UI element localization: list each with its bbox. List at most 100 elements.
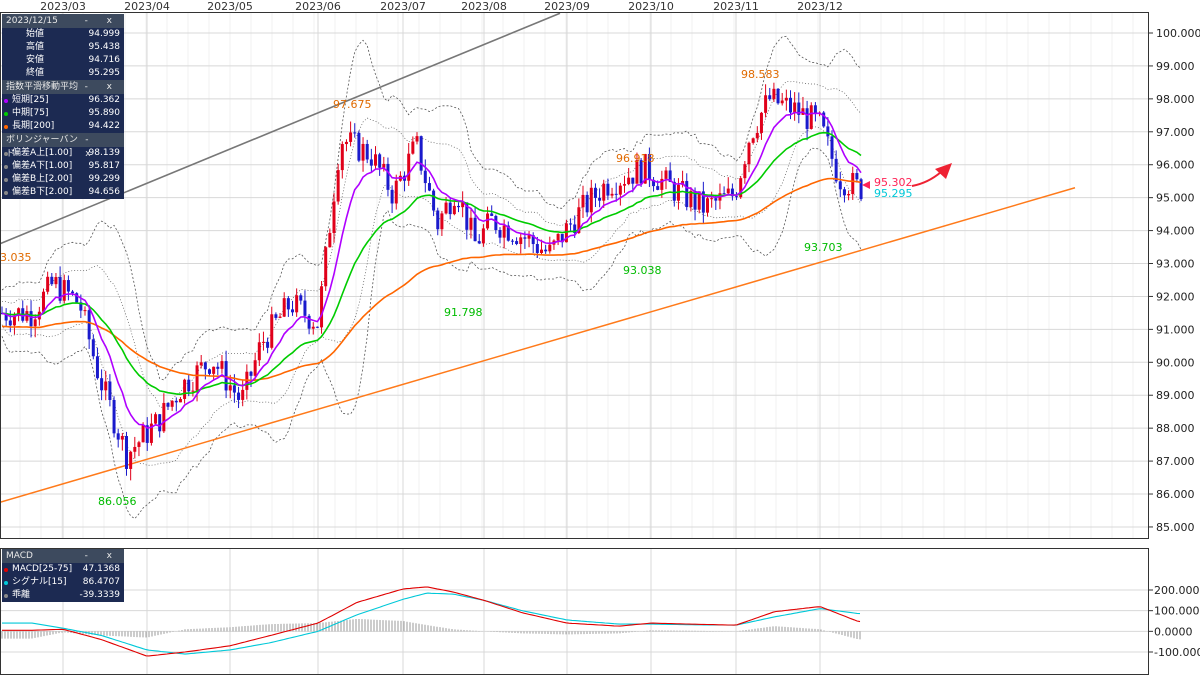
candle-body <box>353 132 357 134</box>
candle-body <box>336 170 340 202</box>
candle-body <box>33 319 37 327</box>
candle-body <box>12 315 16 326</box>
candle-body <box>490 213 494 216</box>
candle-body <box>328 232 332 248</box>
ema200-dot <box>4 124 8 129</box>
candle-body <box>365 143 369 160</box>
price-info-panel: 2023/12/15 - x 始値 94.999 高値 95.438 安値 94.716… <box>2 14 124 199</box>
candle-body <box>311 326 315 329</box>
candle-body <box>477 241 481 244</box>
candle-body <box>660 178 664 190</box>
label-high-nov: 98.583 <box>741 68 780 81</box>
panel-controls[interactable]: - x <box>84 16 120 26</box>
ema75-label: 中期[75] <box>12 108 49 118</box>
price-tick-label: 94.000 <box>1156 225 1195 238</box>
price-tick-label: 89.000 <box>1156 389 1195 402</box>
candle-body <box>270 314 274 348</box>
candle-body <box>29 311 33 327</box>
candle-body <box>440 213 444 230</box>
bb-a-upper-value: 98.139 <box>88 148 121 158</box>
price-tick-label: 98.000 <box>1156 93 1195 106</box>
candle-body <box>486 213 490 229</box>
candle-body <box>415 136 419 142</box>
candle-body <box>423 170 427 184</box>
candle-body <box>643 154 647 184</box>
candle-body <box>502 225 506 238</box>
candle-body <box>79 302 83 311</box>
ema75-line <box>1 131 862 396</box>
candle-body <box>506 225 510 241</box>
candle-body <box>623 184 626 186</box>
candle-body <box>125 436 128 469</box>
price-tick-label: 93.000 <box>1156 258 1195 271</box>
candle-body <box>291 309 294 313</box>
candle-body <box>349 132 353 142</box>
candle-body <box>664 170 668 179</box>
candle-body <box>261 341 265 343</box>
macd-panel-controls[interactable]: - x <box>84 551 120 561</box>
macd-line <box>2 586 861 657</box>
candle-body <box>382 163 386 168</box>
candle-body <box>324 247 328 287</box>
candle-body <box>764 95 768 113</box>
ema25-dot <box>4 98 8 103</box>
candle-body <box>531 235 535 245</box>
macd-value: 47.1368 <box>82 564 120 574</box>
candle-body <box>789 97 792 113</box>
forecast-arrowhead <box>935 163 952 179</box>
candle-body <box>91 339 95 357</box>
candle-body <box>187 379 191 392</box>
bb-panel-controls[interactable]: - x <box>85 135 99 159</box>
macd-tick-label: -100.0000 <box>1154 646 1200 659</box>
candle-body <box>768 95 772 100</box>
candle-body <box>17 308 21 316</box>
price-tick-label: 92.000 <box>1156 290 1195 303</box>
x-tick-label: 2023/04 <box>124 0 170 13</box>
ema-panel-controls[interactable]: - x <box>84 82 120 92</box>
candle-body <box>535 244 539 253</box>
bollinger-a-upper <box>2 80 862 408</box>
candle-body <box>369 159 373 166</box>
resistance-trendline <box>0 12 561 245</box>
candle-body <box>452 205 456 215</box>
label-low-aug: 93.038 <box>623 264 662 277</box>
candle-body <box>838 181 842 190</box>
macd-tick-label: 200.0000 <box>1154 584 1200 597</box>
candle-body <box>232 385 236 393</box>
candle-body <box>755 132 759 139</box>
candle-body <box>544 249 548 252</box>
label-low-mar: 86.056 <box>98 495 137 508</box>
ema25-value: 96.362 <box>88 95 121 105</box>
candle-body <box>842 189 846 196</box>
candle-body <box>494 215 498 231</box>
macd-chart <box>1 586 861 657</box>
candle-body <box>722 193 726 195</box>
candle-body <box>685 181 689 207</box>
last-price-marker <box>862 181 870 189</box>
candle-body <box>282 298 286 317</box>
divergence-dot <box>4 593 8 598</box>
candle-body <box>847 194 851 196</box>
candle-body <box>274 314 278 318</box>
high-label: 高値 <box>26 42 45 52</box>
candle-body <box>527 235 531 239</box>
candle-body <box>249 371 253 376</box>
bb-a-lower-dot <box>4 164 8 169</box>
low-label: 安値 <box>26 55 45 65</box>
candle-body <box>183 379 187 399</box>
signal-label: シグナル[15] <box>12 577 67 587</box>
candle-body <box>199 362 203 366</box>
macd-tick-label: 100.0000 <box>1154 605 1200 618</box>
candle-body <box>220 361 224 369</box>
candle-body <box>635 160 639 184</box>
panel-date: 2023/12/15 <box>6 16 58 26</box>
x-tick-label: 2023/06 <box>295 0 341 13</box>
candle-body <box>689 191 693 207</box>
candle-body <box>656 186 660 190</box>
label-low-jul: 91.798 <box>444 306 483 319</box>
label-high-jun: 97.675 <box>333 98 372 111</box>
price-plot-frame <box>0 12 1149 539</box>
macd-plot-frame <box>0 548 1149 675</box>
candle-body <box>162 402 166 432</box>
